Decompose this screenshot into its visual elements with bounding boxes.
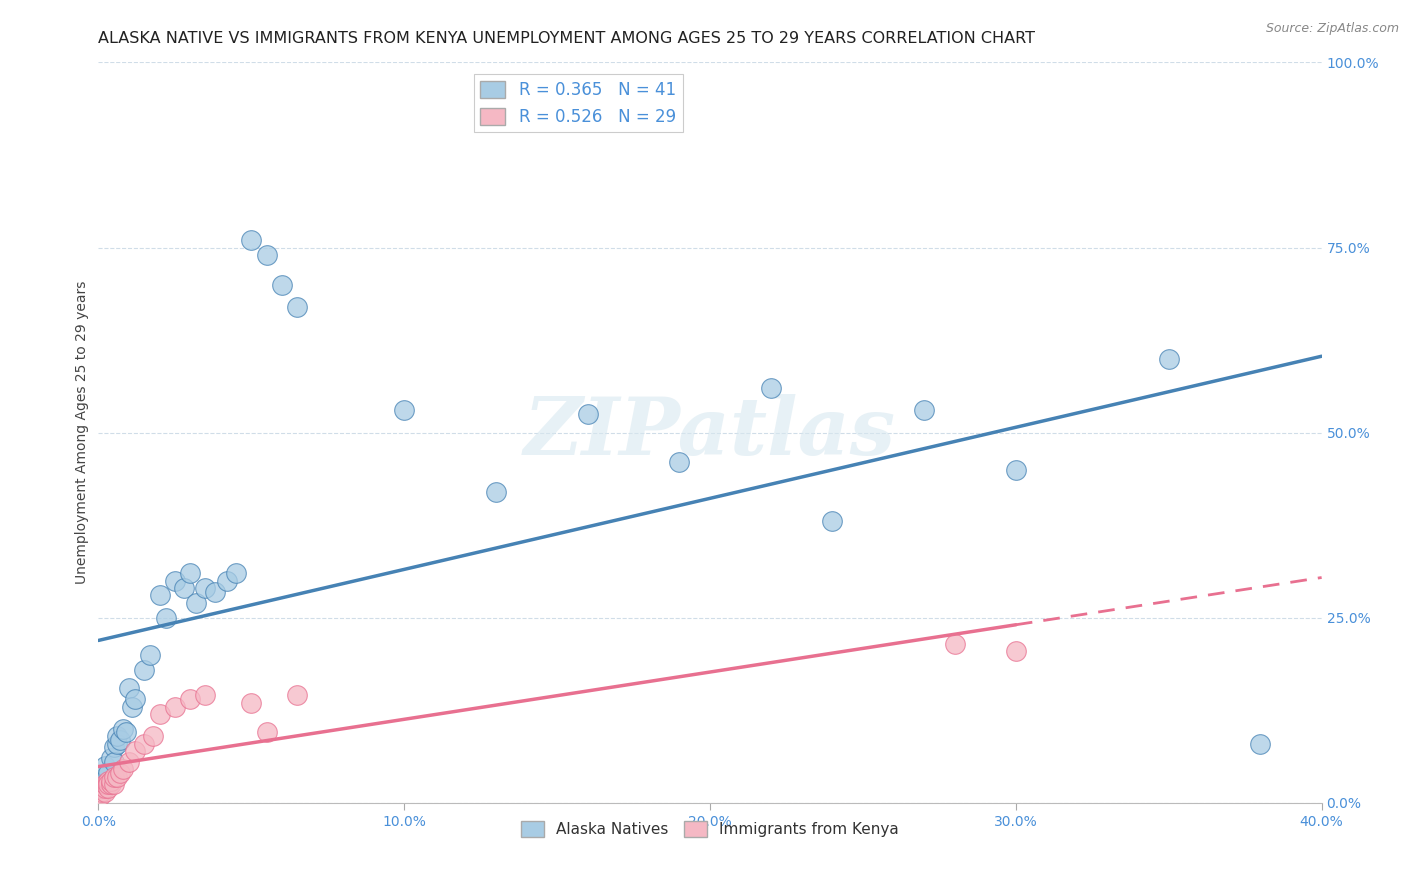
Point bbox=[93, 770, 115, 784]
Point bbox=[100, 751, 122, 765]
Point bbox=[118, 755, 141, 769]
Point bbox=[163, 699, 186, 714]
Point bbox=[115, 725, 138, 739]
Point bbox=[485, 484, 508, 499]
Point bbox=[270, 277, 292, 292]
Point bbox=[121, 699, 143, 714]
Point bbox=[97, 773, 120, 788]
Point bbox=[100, 777, 122, 791]
Point bbox=[912, 403, 935, 417]
Point bbox=[90, 789, 112, 803]
Point bbox=[186, 596, 208, 610]
Point bbox=[97, 780, 120, 795]
Point bbox=[90, 780, 112, 795]
Text: Source: ZipAtlas.com: Source: ZipAtlas.com bbox=[1265, 22, 1399, 36]
Point bbox=[93, 785, 115, 799]
Point bbox=[821, 515, 844, 529]
Point bbox=[155, 610, 177, 624]
Point bbox=[1249, 737, 1271, 751]
Point bbox=[759, 381, 782, 395]
Point bbox=[285, 300, 308, 314]
Point bbox=[256, 248, 278, 262]
Point bbox=[105, 770, 128, 784]
Point bbox=[100, 773, 122, 788]
Point bbox=[194, 581, 217, 595]
Point bbox=[179, 692, 201, 706]
Point bbox=[215, 574, 238, 588]
Point bbox=[225, 566, 247, 581]
Point bbox=[142, 729, 165, 743]
Point bbox=[943, 637, 966, 651]
Point bbox=[1157, 351, 1180, 366]
Point bbox=[240, 696, 263, 710]
Point bbox=[204, 584, 226, 599]
Point bbox=[149, 706, 172, 721]
Point bbox=[90, 785, 112, 799]
Point bbox=[103, 770, 125, 784]
Point bbox=[111, 763, 134, 777]
Point bbox=[1004, 462, 1026, 476]
Legend: Alaska Natives, Immigrants from Kenya: Alaska Natives, Immigrants from Kenya bbox=[515, 815, 905, 843]
Point bbox=[124, 692, 146, 706]
Point bbox=[256, 725, 278, 739]
Point bbox=[97, 766, 120, 780]
Point bbox=[93, 780, 115, 795]
Point bbox=[93, 777, 115, 791]
Point bbox=[285, 689, 308, 703]
Point bbox=[97, 777, 120, 791]
Point bbox=[134, 737, 156, 751]
Point bbox=[392, 403, 416, 417]
Y-axis label: Unemployment Among Ages 25 to 29 years: Unemployment Among Ages 25 to 29 years bbox=[76, 281, 90, 584]
Point bbox=[93, 758, 115, 772]
Point bbox=[124, 744, 146, 758]
Point bbox=[105, 737, 128, 751]
Point bbox=[103, 755, 125, 769]
Point bbox=[118, 681, 141, 695]
Point bbox=[103, 740, 125, 755]
Point bbox=[90, 780, 112, 795]
Point bbox=[179, 566, 201, 581]
Point bbox=[668, 455, 690, 469]
Point bbox=[1004, 644, 1026, 658]
Point bbox=[576, 407, 599, 421]
Point bbox=[134, 663, 156, 677]
Point bbox=[194, 689, 217, 703]
Text: ALASKA NATIVE VS IMMIGRANTS FROM KENYA UNEMPLOYMENT AMONG AGES 25 TO 29 YEARS CO: ALASKA NATIVE VS IMMIGRANTS FROM KENYA U… bbox=[98, 31, 1035, 46]
Point bbox=[139, 648, 162, 662]
Point bbox=[105, 729, 128, 743]
Text: ZIPatlas: ZIPatlas bbox=[524, 394, 896, 471]
Point bbox=[103, 777, 125, 791]
Point bbox=[173, 581, 195, 595]
Point bbox=[108, 732, 131, 747]
Point bbox=[111, 722, 134, 736]
Point bbox=[149, 589, 172, 603]
Point bbox=[108, 766, 131, 780]
Point bbox=[240, 233, 263, 247]
Point bbox=[163, 574, 186, 588]
